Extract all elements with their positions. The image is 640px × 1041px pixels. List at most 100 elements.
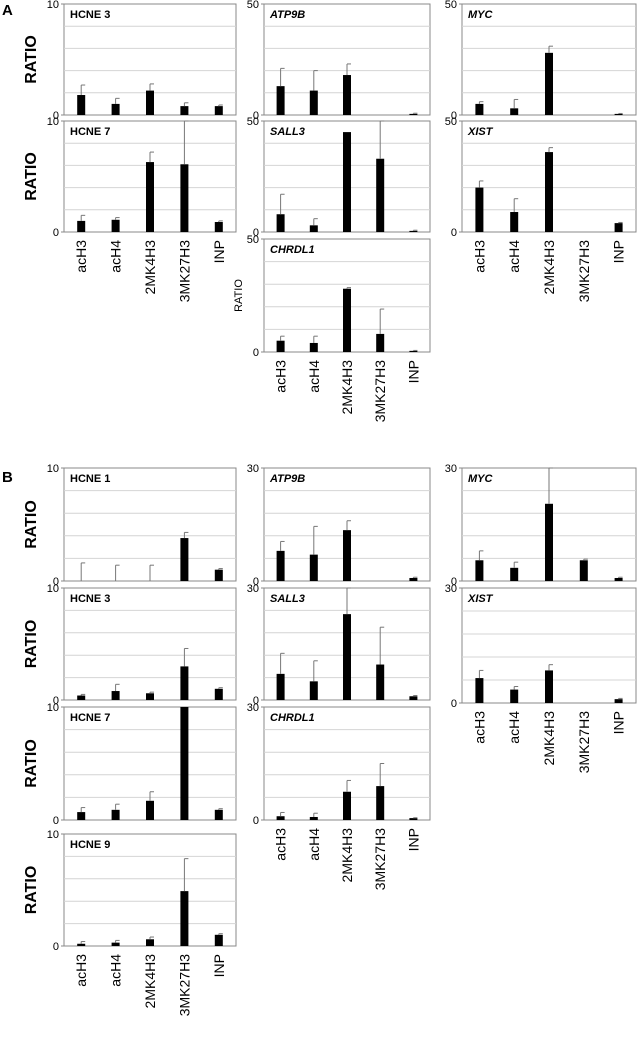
y-tick-label: 30 [445,463,457,475]
bar-ach4 [309,225,318,232]
chart-title: ATP9B [269,9,305,21]
bar-ach3 [475,560,484,581]
bar-ach4 [510,212,519,232]
bar-3mk27h3 [180,164,189,232]
bar-2mk4h3 [343,132,351,232]
y-axis-label: RATIO [23,866,40,915]
y-tick-label: 0 [53,695,59,707]
bar-inp [409,696,418,700]
y-axis-label: RATIO [23,739,40,788]
chart-title: CHRDL1 [270,244,315,256]
bar-2mk4h3 [146,162,154,232]
chart-title: MYC [468,9,494,21]
category-label-ach3: acH3 [273,360,289,393]
bar-ach3 [77,943,86,946]
bar-3mk27h3 [180,106,189,115]
bar-inp [214,688,223,700]
bar-inp [409,577,418,581]
chart-title: XIST [467,593,494,605]
bar-ach3 [77,95,86,115]
chart-b-hcne1: 0 10 HCNE 1 RATIO [23,463,237,588]
chart-a-myc: 0 50 MYC [445,0,637,122]
bar-inp [214,809,223,820]
y-tick-label: 0 [53,110,59,122]
y-tick-label: 0 [53,815,59,827]
chart-b-hcne7: 0 10 HCNE 7 RATIO [23,702,237,827]
category-label-ach4: acH4 [306,828,322,861]
bar-ach4 [111,103,120,115]
bar-ach4 [309,681,318,700]
chart-title: HCNE 3 [70,593,110,605]
y-tick-label: 0 [451,576,457,588]
bar-2mk4h3 [343,530,351,581]
category-label-3mk27h3: 3MK27H3 [576,240,592,302]
category-label-inp: INP [611,240,627,263]
bar-ach3 [276,550,285,581]
chart-a-atp9b: 0 50 ATP9B [247,0,431,122]
chart-title: ATP9B [269,473,305,485]
category-label-ach3: acH3 [73,240,89,273]
y-tick-label: 10 [47,116,59,128]
category-label-3mk27h3: 3MK27H3 [576,711,592,773]
category-label-inp: INP [611,711,627,734]
chart-title: HCNE 7 [70,126,110,138]
category-label-ach3: acH3 [273,828,289,861]
bar-2mk4h3 [146,693,154,700]
y-tick-label: 50 [247,0,259,11]
chart-frame [63,587,237,701]
bar-2mk4h3 [343,288,351,352]
bar-inp [214,222,223,232]
y-tick-label: 0 [53,941,59,953]
bar-inp [409,818,418,820]
bar-2mk4h3 [545,670,553,703]
bar-inp [409,350,418,352]
chart-frame [63,833,237,947]
y-axis-label: RATIO [233,279,245,312]
category-label-ach3: acH3 [471,711,487,744]
bar-ach3 [276,340,285,352]
bar-inp [409,113,418,115]
chart-b-hcne3: 0 10 HCNE 3 RATIO [23,583,237,707]
y-tick-label: 0 [253,695,259,707]
chart-a-sall3: 0 50 SALL3 [247,116,431,239]
chart-b-atp9b: 0 30 ATP9B [247,463,431,588]
bar-3mk27h3 [180,538,189,581]
bar-ach4 [309,816,318,820]
chart-b-sall3: 0 30 SALL3 [247,583,431,707]
bar-inp [614,699,623,703]
bar-ach4 [309,90,318,115]
y-tick-label: 10 [47,702,59,714]
y-tick-label: 0 [451,698,457,710]
chart-frame [63,467,237,582]
bar-ach4 [111,691,120,700]
category-label-inp: INP [405,828,421,851]
category-label-ach4: acH4 [506,240,522,273]
bar-3mk27h3 [180,891,189,946]
category-label-inp: INP [211,240,227,263]
bar-2mk4h3 [545,52,553,115]
y-tick-label: 0 [253,227,259,239]
chart-a-hcne7: 0 10 HCNE 7 RATIO [23,116,237,239]
bar-ach4 [510,689,519,703]
category-label-ach3: acH3 [73,954,89,987]
bar-3mk27h3 [180,666,189,700]
category-label-3mk27h3: 3MK27H3 [176,954,192,1016]
panel-letter-b: B [2,469,13,486]
bar-ach3 [276,86,285,115]
chart-b-chrdl1: 0 30 CHRDL1 [247,702,431,827]
y-tick-label: 0 [451,227,457,239]
y-tick-label: 10 [47,583,59,595]
chart-title: HCNE 7 [70,712,110,724]
category-label-3mk27h3: 3MK27H3 [372,360,388,422]
y-tick-label: 0 [253,815,259,827]
bar-ach4 [309,554,318,581]
y-tick-label: 30 [247,702,259,714]
bar-3mk27h3 [376,664,385,700]
category-label-2mk4h3: 2MK4H3 [541,240,557,295]
category-label-3mk27h3: 3MK27H3 [372,828,388,890]
y-axis-label: RATIO [23,152,40,201]
bar-ach3 [77,812,86,820]
bar-2mk4h3 [343,791,351,820]
bar-2mk4h3 [343,614,351,700]
category-label-ach4: acH4 [506,711,522,744]
